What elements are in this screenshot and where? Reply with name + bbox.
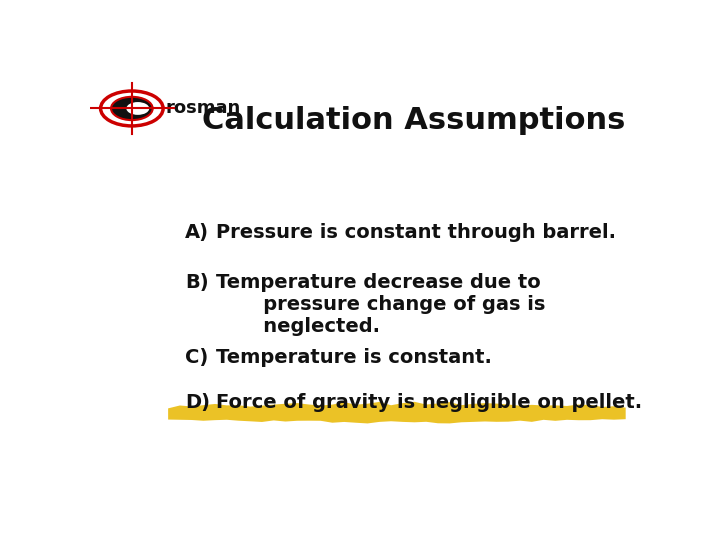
Text: rosman: rosman [166, 99, 240, 118]
Ellipse shape [126, 102, 149, 115]
Text: B): B) [185, 273, 209, 292]
Text: D): D) [185, 393, 210, 412]
Text: Force of gravity is negligible on pellet.: Force of gravity is negligible on pellet… [215, 393, 642, 412]
Text: Pressure is constant through barrel.: Pressure is constant through barrel. [215, 223, 616, 242]
Text: A): A) [185, 223, 209, 242]
Text: C): C) [185, 348, 208, 367]
Polygon shape [168, 402, 626, 423]
Text: Calculation Assumptions: Calculation Assumptions [202, 106, 626, 136]
Text: Temperature is constant.: Temperature is constant. [215, 348, 492, 367]
Ellipse shape [111, 97, 153, 120]
Text: Temperature decrease due to
       pressure change of gas is
       neglected.: Temperature decrease due to pressure cha… [215, 273, 545, 336]
